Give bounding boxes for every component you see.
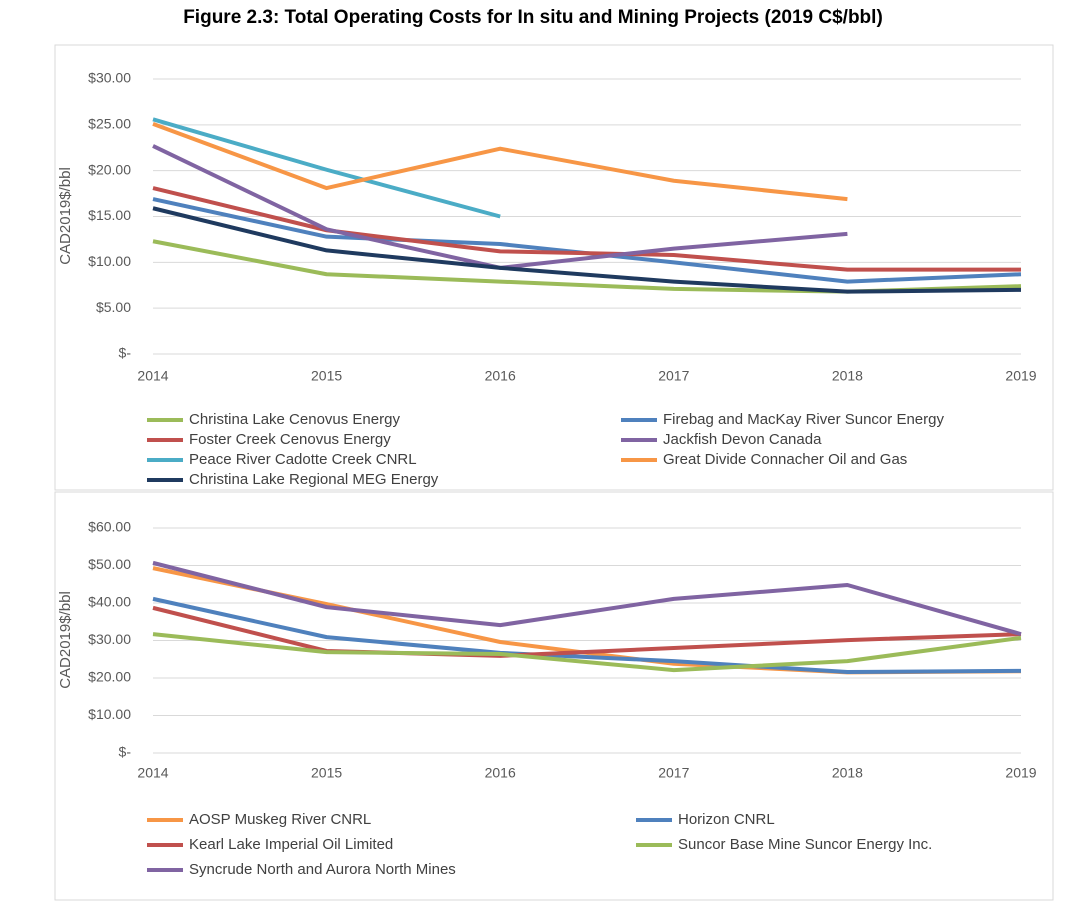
series-line — [152, 239, 1022, 294]
y-tick-label: $25.00 — [88, 116, 131, 132]
legend-label: Kearl Lake Imperial Oil Limited — [189, 836, 393, 853]
y-tick-label: $20.00 — [88, 669, 131, 685]
series-line — [152, 560, 1022, 637]
x-tick-label: 2017 — [658, 765, 689, 781]
y-tick-label: $15.00 — [88, 207, 131, 223]
y-tick-label: $40.00 — [88, 594, 131, 610]
y-tick-label: $- — [119, 744, 132, 760]
y-tick-label: $10.00 — [88, 706, 131, 722]
legend-label: Foster Creek Cenovus Energy — [189, 431, 391, 448]
figure-title: Figure 2.3: Total Operating Costs for In… — [183, 7, 883, 28]
y-axis-title: CAD2019$/bbl — [57, 591, 74, 689]
panel-border — [54, 44, 1054, 491]
y-tick-label: $- — [119, 345, 132, 361]
series-line — [152, 122, 848, 202]
y-axis-title: CAD2019$/bbl — [57, 167, 74, 265]
x-tick-label: 2017 — [658, 368, 689, 384]
legend-label: Great Divide Connacher Oil and Gas — [663, 451, 907, 468]
legend-label: Peace River Cadotte Creek CNRL — [189, 451, 417, 468]
y-tick-label: $50.00 — [88, 556, 131, 572]
series-line — [152, 632, 1022, 673]
series-line — [152, 605, 1022, 658]
series-line — [152, 186, 1021, 272]
x-tick-label: 2016 — [485, 368, 516, 384]
y-tick-label: $20.00 — [88, 161, 131, 177]
y-tick-label: $30.00 — [88, 70, 131, 86]
legend-label: AOSP Muskeg River CNRL — [189, 811, 371, 828]
legend-label: Syncrude North and Aurora North Mines — [189, 861, 456, 878]
legend-label: Suncor Base Mine Suncor Energy Inc. — [678, 836, 932, 853]
x-tick-label: 2016 — [485, 765, 516, 781]
y-tick-label: $5.00 — [96, 299, 131, 315]
series-line — [152, 206, 1022, 294]
legend-label: Christina Lake Cenovus Energy — [189, 411, 400, 428]
y-tick-label: $10.00 — [88, 253, 131, 269]
x-tick-label: 2018 — [832, 765, 863, 781]
y-tick-label: $30.00 — [88, 631, 131, 647]
x-tick-label: 2014 — [137, 368, 168, 384]
legend-label: Horizon CNRL — [678, 811, 775, 828]
legend-label: Christina Lake Regional MEG Energy — [189, 471, 439, 488]
x-tick-label: 2018 — [832, 368, 863, 384]
x-tick-label: 2015 — [311, 368, 342, 384]
x-tick-label: 2019 — [1005, 368, 1036, 384]
x-tick-label: 2014 — [137, 765, 168, 781]
panel-border — [54, 491, 1054, 901]
legend-label: Jackfish Devon Canada — [663, 431, 822, 448]
x-tick-label: 2019 — [1005, 765, 1036, 781]
y-tick-label: $60.00 — [88, 519, 131, 535]
series-line — [152, 596, 1022, 674]
series-line — [152, 117, 501, 219]
legend-label: Firebag and MacKay River Suncor Energy — [663, 411, 944, 428]
x-tick-label: 2015 — [311, 765, 342, 781]
